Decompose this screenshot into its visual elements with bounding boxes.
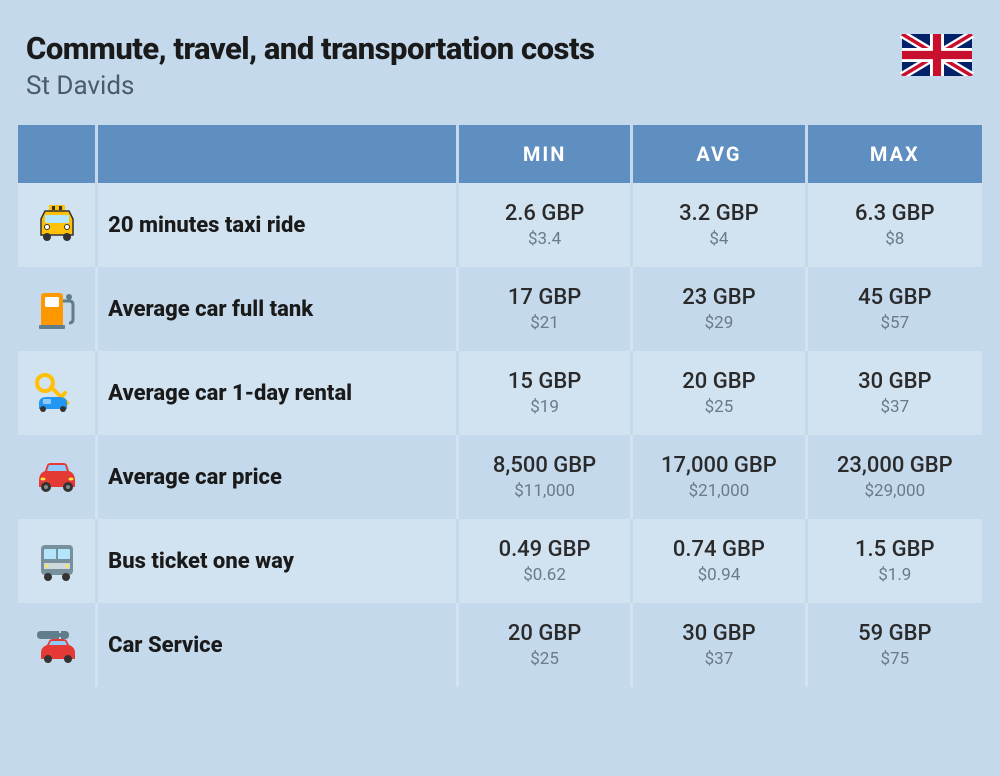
table-row: Average car price8,500 GBP $11,000 17,000 …: [18, 435, 982, 519]
cell-max: 45 GBP $57: [808, 267, 982, 351]
secondary-value: $8: [814, 229, 976, 249]
page-subtitle: St Davids: [26, 71, 594, 101]
primary-value: 20 GBP: [639, 369, 798, 394]
cell-avg: 3.2 GBP $4: [633, 183, 807, 267]
table-header-row: MIN AVG MAX: [18, 125, 982, 183]
costs-table: MIN AVG MAX 20 minutes taxi ride2.6 GBP $…: [18, 125, 982, 687]
table-row: Bus ticket one way0.49 GBP $0.62 0.74 GBP $…: [18, 519, 982, 603]
page-container: Commute, travel, and transportation cost…: [0, 0, 1000, 687]
cell-max: 30 GBP $37: [808, 351, 982, 435]
row-label: Average car 1-day rental: [98, 351, 459, 435]
header-avg: AVG: [633, 125, 807, 183]
secondary-value: $4: [639, 229, 798, 249]
secondary-value: $1.9: [814, 565, 976, 585]
uk-flag-icon: [900, 34, 974, 76]
secondary-value: $29,000: [814, 481, 976, 501]
car-key-icon: [18, 351, 98, 435]
primary-value: 8,500 GBP: [465, 453, 624, 478]
secondary-value: $75: [814, 649, 976, 669]
cell-min: 8,500 GBP $11,000: [459, 435, 633, 519]
bus-icon: [18, 519, 98, 603]
secondary-value: $37: [814, 397, 976, 417]
primary-value: 0.49 GBP: [465, 537, 624, 562]
primary-value: 2.6 GBP: [465, 201, 624, 226]
cell-min: 2.6 GBP $3.4: [459, 183, 633, 267]
primary-value: 30 GBP: [814, 369, 976, 394]
cell-min: 0.49 GBP $0.62: [459, 519, 633, 603]
primary-value: 45 GBP: [814, 285, 976, 310]
secondary-value: $21,000: [639, 481, 798, 501]
row-label: Bus ticket one way: [98, 519, 459, 603]
fuel-pump-icon: [18, 267, 98, 351]
primary-value: 17,000 GBP: [639, 453, 798, 478]
title-block: Commute, travel, and transportation cost…: [26, 30, 594, 101]
primary-value: 30 GBP: [639, 621, 798, 646]
secondary-value: $25: [639, 397, 798, 417]
car-service-icon: [18, 603, 98, 687]
header-icon-col: [18, 125, 98, 183]
primary-value: 17 GBP: [465, 285, 624, 310]
primary-value: 3.2 GBP: [639, 201, 798, 226]
header-min: MIN: [459, 125, 633, 183]
primary-value: 1.5 GBP: [814, 537, 976, 562]
primary-value: 15 GBP: [465, 369, 624, 394]
cell-avg: 17,000 GBP $21,000: [633, 435, 807, 519]
secondary-value: $0.94: [639, 565, 798, 585]
cell-avg: 23 GBP $29: [633, 267, 807, 351]
cell-min: 20 GBP $25: [459, 603, 633, 687]
secondary-value: $25: [465, 649, 624, 669]
cell-avg: 30 GBP $37: [633, 603, 807, 687]
table-row: 20 minutes taxi ride2.6 GBP $3.4 3.2 GBP $4…: [18, 183, 982, 267]
cell-avg: 0.74 GBP $0.94: [633, 519, 807, 603]
table-row: Average car 1-day rental15 GBP $19 20 GBP $…: [18, 351, 982, 435]
row-label: Average car full tank: [98, 267, 459, 351]
primary-value: 6.3 GBP: [814, 201, 976, 226]
cell-max: 6.3 GBP $8: [808, 183, 982, 267]
cell-max: 59 GBP $75: [808, 603, 982, 687]
page-title: Commute, travel, and transportation cost…: [26, 30, 594, 67]
car-icon: [18, 435, 98, 519]
header: Commute, travel, and transportation cost…: [18, 30, 982, 125]
row-label: 20 minutes taxi ride: [98, 183, 459, 267]
secondary-value: $19: [465, 397, 624, 417]
table-row: Average car full tank17 GBP $21 23 GBP $29 4…: [18, 267, 982, 351]
primary-value: 23 GBP: [639, 285, 798, 310]
secondary-value: $29: [639, 313, 798, 333]
cell-max: 1.5 GBP $1.9: [808, 519, 982, 603]
taxi-icon: [18, 183, 98, 267]
cell-min: 15 GBP $19: [459, 351, 633, 435]
table-row: Car Service20 GBP $25 30 GBP $37 59 GBP $75: [18, 603, 982, 687]
row-label: Car Service: [98, 603, 459, 687]
header-label-col: [98, 125, 459, 183]
header-max: MAX: [808, 125, 982, 183]
cell-max: 23,000 GBP $29,000: [808, 435, 982, 519]
secondary-value: $37: [639, 649, 798, 669]
secondary-value: $3.4: [465, 229, 624, 249]
secondary-value: $11,000: [465, 481, 624, 501]
cell-avg: 20 GBP $25: [633, 351, 807, 435]
primary-value: 0.74 GBP: [639, 537, 798, 562]
primary-value: 23,000 GBP: [814, 453, 976, 478]
secondary-value: $21: [465, 313, 624, 333]
row-label: Average car price: [98, 435, 459, 519]
secondary-value: $57: [814, 313, 976, 333]
secondary-value: $0.62: [465, 565, 624, 585]
primary-value: 20 GBP: [465, 621, 624, 646]
primary-value: 59 GBP: [814, 621, 976, 646]
cell-min: 17 GBP $21: [459, 267, 633, 351]
